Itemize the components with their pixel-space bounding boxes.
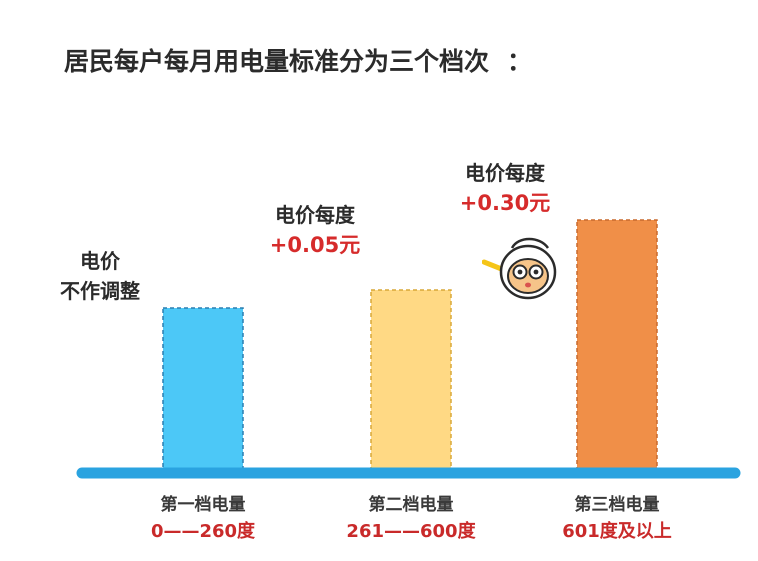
tier2-annotation: 电价每度 +0.05元	[250, 200, 380, 260]
tier3-annotation-price: +0.30元	[459, 191, 551, 215]
tier1-label: 第一档电量 0——260度	[103, 492, 303, 546]
tier1-range: 0——260度	[150, 521, 256, 542]
tier2-range: 261——600度	[346, 521, 476, 542]
tier2-label: 第二档电量 261——600度	[311, 492, 511, 546]
tier2-name: 第二档电量	[368, 495, 454, 515]
title-colon: ：	[507, 47, 533, 76]
tier3-label: 第三档电量 601度及以上	[517, 492, 717, 546]
tier2-annotation-line1: 电价每度	[275, 203, 355, 227]
tier1-name: 第一档电量	[160, 495, 246, 515]
tier3-annotation: 电价每度 +0.30元	[440, 158, 570, 218]
cartoon-face-icon	[482, 237, 557, 300]
tier3-annotation-line1: 电价每度	[465, 161, 545, 185]
title-main: 居民每户每月用电量标准分为	[64, 47, 390, 76]
tier1-annotation-line1: 电价	[80, 249, 120, 273]
bar-1	[162, 307, 244, 473]
bar-2	[370, 289, 452, 473]
tier3-range: 601度及以上	[562, 521, 672, 542]
tier2-annotation-price: +0.05元	[269, 233, 361, 257]
tier1-annotation-line2: 不作调整	[60, 279, 140, 303]
title-highlight: 三个档次	[385, 42, 498, 78]
page-title: 居民每户每月用电量标准分为 三个档次 ：	[64, 40, 532, 80]
tier3-name: 第三档电量	[574, 495, 660, 515]
tier1-annotation: 电价 不作调整	[30, 246, 170, 306]
bar-3	[576, 219, 658, 473]
